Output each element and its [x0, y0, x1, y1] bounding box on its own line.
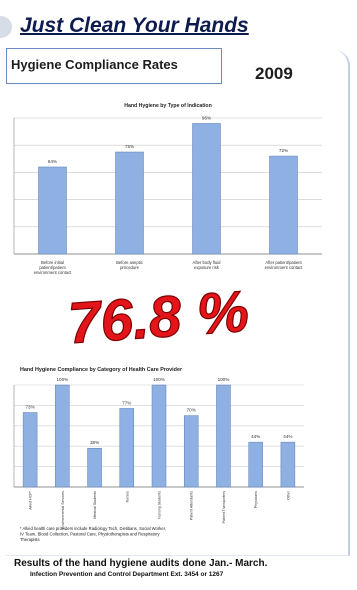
chart2-title: Hand Hygiene Compliance by Category of H… [20, 367, 183, 373]
chart1-data-label: 96% [202, 115, 211, 120]
chart2-category-label: Nurses [125, 491, 129, 503]
chart1-category-label: Before initial patient/patient environment… [34, 260, 73, 275]
chart2-data-label: 44% [283, 434, 292, 439]
chart2-bar [183, 415, 199, 488]
chart2-data-label: 38% [90, 440, 99, 445]
header-title: Hygiene Compliance Rates [11, 57, 178, 72]
chart1-data-label: 72% [279, 148, 288, 153]
chart2-category-label: Patient Transporters [222, 491, 226, 524]
chart1-category-label: Before aseptic procedure [116, 260, 143, 270]
footer-sub-text: Infection Prevention and Control Departm… [30, 571, 224, 578]
chart1-bar [269, 155, 298, 255]
chart2-category-label: Nursing Students [158, 491, 162, 519]
chart2-category-label: Patient Attendants [190, 491, 194, 520]
chart1-bar [192, 123, 221, 255]
content-frame [6, 50, 350, 556]
chart1-data-label: 75% [125, 144, 134, 149]
header-box: Hygiene Compliance Rates [6, 48, 222, 84]
chart2-data-label: 100% [218, 377, 230, 382]
charts-svg: Hand Hygiene by Type of Indication 64% Bef… [13, 103, 322, 542]
banner-title: Just Clean Your Hands [20, 14, 249, 37]
chart1-bar [115, 151, 144, 255]
chart2-data-label: 73% [26, 405, 35, 410]
banner: Just Clean Your Hands [0, 12, 357, 42]
chart2-category-label: Physicians [254, 491, 258, 508]
chart2-category-label: Other [286, 490, 290, 500]
chart2-bar [151, 384, 167, 488]
chart2-bar [248, 441, 263, 488]
banner-tab [0, 16, 12, 38]
chart1-data-label: 64% [48, 159, 57, 164]
chart2-category-label: Environmental Services [61, 491, 65, 529]
chart2-data-label: 70% [187, 408, 196, 413]
chart1-bar [38, 166, 67, 255]
chart2-bar [280, 441, 296, 488]
chart2-bar [22, 412, 38, 488]
chart1-category-label: After body fluid exposure risk [193, 260, 222, 270]
overall-compliance-rate: 76.8 % [66, 279, 251, 356]
chart1-title: Hand Hygiene by Type of Indication [124, 103, 212, 109]
chart2-data-label: 44% [251, 434, 260, 439]
chart1-category-label: After patient/patient environment contact [265, 260, 304, 270]
chart2-bar [119, 408, 135, 488]
chart2-category-label: Allied HCP* [29, 490, 33, 509]
chart2-data-label: 100% [153, 377, 165, 382]
chart-provider: Hand Hygiene Compliance by Category of H… [13, 367, 304, 542]
chart2-bar [87, 447, 102, 488]
footer-main-text: Results of the hand hygiene audits done … [14, 558, 268, 569]
chart2-footnote: * Allied health care providers include R… [20, 526, 166, 542]
chart2-data-label: 100% [56, 377, 68, 382]
chart2-data-label: 77% [122, 400, 131, 405]
chart-indication: Hand Hygiene by Type of Indication 64% Bef… [13, 103, 322, 275]
year-label: 2009 [255, 64, 293, 83]
chart2-bar [216, 384, 231, 488]
chart2-bar [55, 384, 70, 488]
chart2-category-label: Medical Students [93, 491, 97, 519]
